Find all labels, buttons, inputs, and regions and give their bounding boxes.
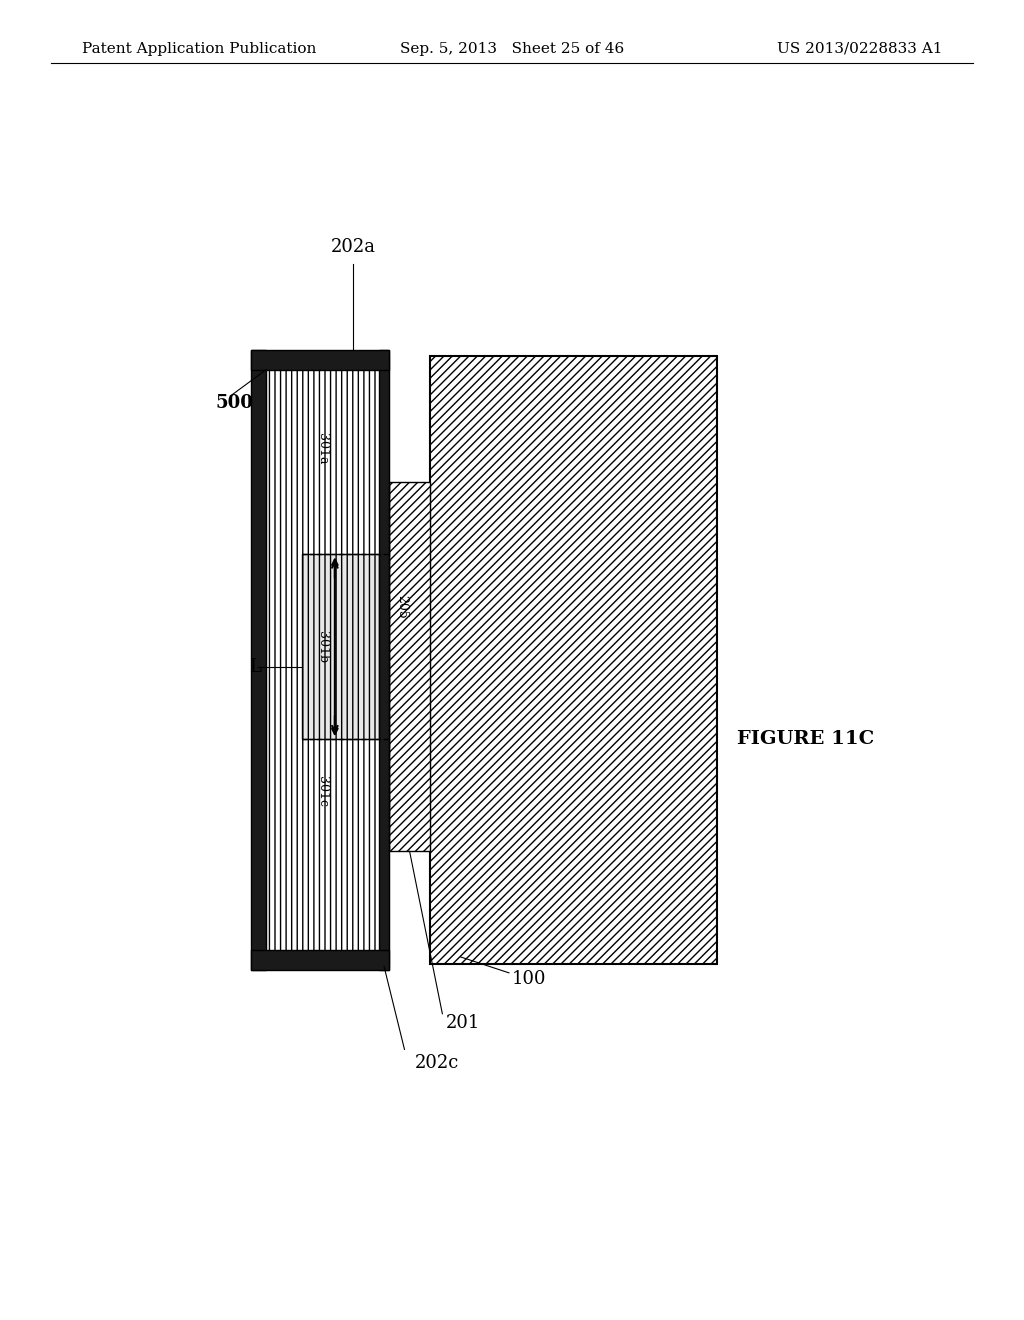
Bar bbox=[251, 350, 266, 970]
Bar bbox=[302, 554, 379, 739]
Text: L: L bbox=[249, 657, 261, 676]
Text: 301a: 301a bbox=[316, 433, 329, 465]
Text: 100: 100 bbox=[512, 970, 547, 989]
Text: 301c: 301c bbox=[316, 776, 329, 808]
Text: 301b: 301b bbox=[316, 631, 329, 663]
Bar bbox=[251, 350, 389, 370]
Bar bbox=[389, 482, 430, 851]
Text: 202a: 202a bbox=[331, 238, 376, 256]
Text: 201: 201 bbox=[445, 1014, 480, 1032]
Text: FIGURE 11C: FIGURE 11C bbox=[737, 730, 874, 748]
Bar bbox=[266, 356, 389, 964]
Bar bbox=[251, 950, 389, 970]
Text: Sep. 5, 2013   Sheet 25 of 46: Sep. 5, 2013 Sheet 25 of 46 bbox=[400, 42, 624, 55]
Text: US 2013/0228833 A1: US 2013/0228833 A1 bbox=[776, 42, 942, 55]
Bar bbox=[379, 350, 389, 970]
Text: 202c: 202c bbox=[415, 1053, 459, 1072]
Text: Patent Application Publication: Patent Application Publication bbox=[82, 42, 316, 55]
Text: 500: 500 bbox=[215, 393, 253, 412]
Text: 205: 205 bbox=[395, 595, 408, 619]
Bar bbox=[430, 356, 717, 964]
